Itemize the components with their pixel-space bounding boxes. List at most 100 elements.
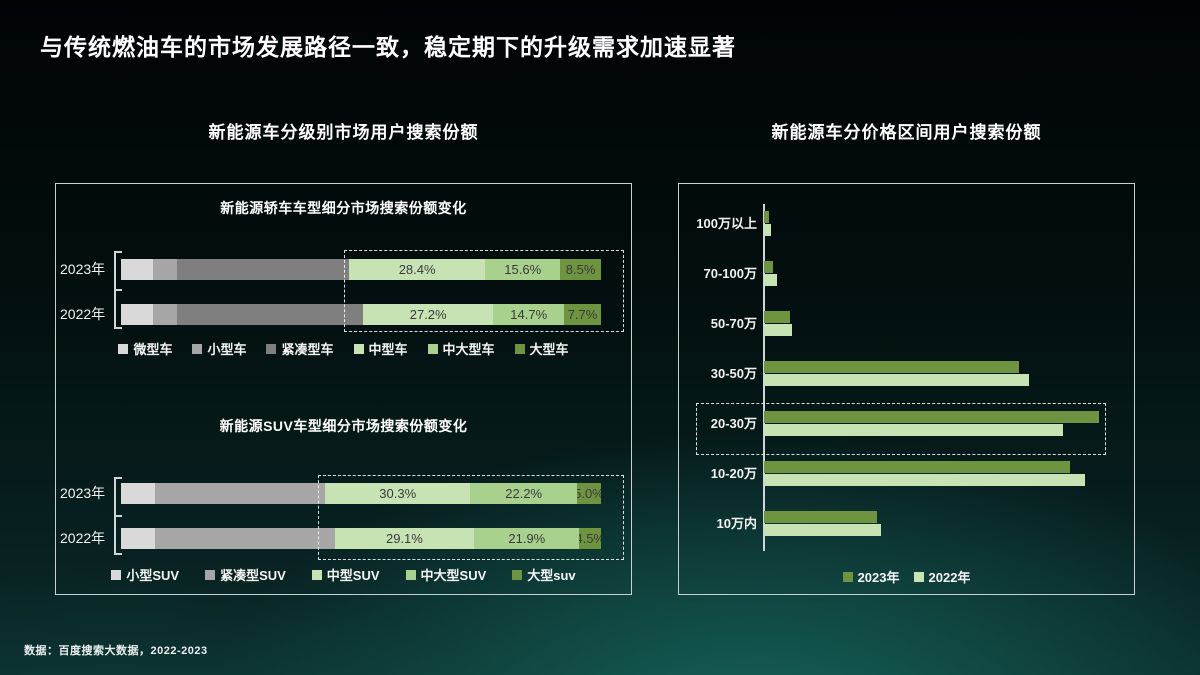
price-bar-2023年 (764, 461, 1070, 473)
legend-swatch (842, 571, 853, 582)
bar-segment-小型车 (153, 259, 178, 280)
legend-label: 中大型SUV (420, 568, 487, 583)
stacked-bar-row: 2023年 30.3%22.2%5.0% (56, 483, 631, 504)
price-category-label: 10万内 (716, 516, 757, 531)
stacked-bar-row: 2022年 27.2% 14.7% 7.7% (56, 304, 631, 325)
price-bar-2022年 (764, 524, 881, 536)
bar-row-label: 2022年 (60, 306, 106, 322)
bar-segment-中型SUV: 30.3% (324, 483, 471, 504)
legend-label: 大型suv (527, 568, 576, 583)
left-section-title: 新能源车分级别市场用户搜索份额 (208, 123, 479, 142)
legend-label: 紧凑型SUV (220, 568, 286, 583)
bar-segment-紧凑型SUV (154, 528, 335, 549)
bar-segment-中型车: 27.2% (362, 304, 494, 325)
suv-axis-bracket (114, 477, 123, 555)
price-category-label: 50-70万 (710, 316, 757, 331)
bar-segment-小型车 (153, 304, 178, 325)
legend-swatch (205, 569, 216, 580)
price-highlight-box (696, 403, 1106, 455)
price-bar-2022年 (764, 424, 1064, 436)
bar-row-label: 2023年 (60, 485, 106, 501)
suv-chart-title: 新能源SUV车型细分市场搜索份额变化 (219, 418, 468, 434)
legend-item-小型车: 小型车 (192, 339, 246, 358)
sedan-highlight-box (344, 250, 624, 332)
legend-label: 大型车 (529, 342, 569, 357)
legend-item-大型suv: 大型suv (512, 565, 576, 584)
bar-segment-中型车: 28.4% (348, 259, 486, 280)
legend-item-2022年: 2022年 (913, 567, 971, 586)
legend-swatch (514, 343, 525, 354)
bar-row-label: 2023年 (60, 261, 106, 277)
legend-item-紧凑型车: 紧凑型车 (266, 339, 334, 358)
bar-segment-紧凑型SUV (154, 483, 325, 504)
legend-item-2023年: 2023年 (842, 567, 900, 586)
legend-label: 小型车 (207, 342, 247, 357)
price-legend: 2023年 2022年 (679, 567, 1134, 586)
legend-item-中型车: 中型车 (353, 339, 408, 358)
price-bar-2022年 (764, 274, 777, 286)
bar-segment-紧凑型车 (177, 259, 349, 280)
sedan-chart-title: 新能源轿车车型细分市场搜索份额变化 (220, 200, 467, 216)
price-bar-2023年 (764, 361, 1020, 373)
bar-segment-小型SUV (121, 528, 155, 549)
bar-segment-中型SUV: 29.1% (334, 528, 475, 549)
price-bar-2022年 (764, 374, 1029, 386)
legend-swatch (311, 569, 322, 580)
class-share-panel: 新能源轿车车型细分市场搜索份额变化 2023年 28.4% 15.6% 8.5% 202… (55, 183, 632, 595)
legend-swatch (427, 343, 438, 354)
legend-item-大型车: 大型车 (514, 339, 569, 358)
price-bar-2023年 (764, 211, 770, 223)
legend-swatch (192, 343, 203, 354)
legend-swatch (913, 571, 924, 582)
price-share-panel: 100万以上 70-100万 50-70万 30-50万 20-30万 10-20万 10万… (678, 183, 1135, 595)
stacked-bar-row: 2023年 28.4% 15.6% 8.5% (56, 259, 631, 280)
bar-segment-大型车: 8.5% (560, 259, 601, 280)
legend-item-紧凑型SUV: 紧凑型SUV (205, 565, 286, 584)
legend-item-中大型车: 中大型车 (427, 339, 495, 358)
legend-swatch (266, 343, 277, 354)
price-bar-2023年 (764, 311, 791, 323)
price-bar-2023年 (764, 511, 878, 523)
legend-label: 2022年 (928, 570, 971, 585)
price-bar-2023年 (764, 411, 1099, 423)
price-bar-2023年 (764, 261, 774, 273)
legend-label: 小型SUV (126, 568, 180, 583)
legend-item-小型SUV: 小型SUV (111, 565, 179, 584)
price-bar-2022年 (764, 224, 772, 236)
suv-legend: 小型SUV 紧凑型SUV 中型SUV 中大型SUV 大型suv (56, 565, 631, 584)
price-category-label: 30-50万 (710, 366, 757, 381)
legend-label: 中大型车 (442, 342, 495, 357)
bar-segment-大型车: 7.7% (564, 304, 601, 325)
bar-segment-中大型SUV: 22.2% (470, 483, 577, 504)
price-bar-2022年 (764, 474, 1086, 486)
price-category-label: 10-20万 (710, 466, 757, 481)
bar-segment-中大型车: 14.7% (493, 304, 564, 325)
bar-segment-微型车 (121, 304, 154, 325)
stacked-bar: 29.1%21.9%4.5% (121, 528, 601, 549)
bar-segment-大型suv: 4.5% (579, 528, 601, 549)
bar-segment-大型suv: 5.0% (576, 483, 601, 504)
right-section-title: 新能源车分价格区间用户搜索份额 (771, 123, 1042, 142)
legend-label: 紧凑型车 (281, 342, 334, 357)
stacked-bar: 27.2% 14.7% 7.7% (121, 304, 601, 325)
bar-row-label: 2022年 (60, 530, 106, 546)
data-source: 数据：百度搜索大数据，2022-2023 (24, 645, 208, 657)
stacked-bar: 28.4% 15.6% 8.5% (121, 259, 601, 280)
legend-item-中型SUV: 中型SUV (311, 565, 380, 584)
bar-segment-紧凑型车 (177, 304, 363, 325)
bar-segment-微型车 (121, 259, 154, 280)
legend-label: 2023年 (857, 570, 900, 585)
price-category-label: 20-30万 (710, 416, 757, 431)
legend-label: 微型车 (133, 342, 173, 357)
legend-swatch (118, 343, 129, 354)
stacked-bar: 30.3%22.2%5.0% (121, 483, 601, 504)
legend-swatch (405, 569, 416, 580)
price-bar-2022年 (764, 324, 793, 336)
stacked-bar-row: 2022年 29.1%21.9%4.5% (56, 528, 631, 549)
legend-item-微型车: 微型车 (118, 339, 172, 358)
bar-segment-小型SUV (121, 483, 155, 504)
legend-label: 中型SUV (326, 568, 380, 583)
bar-segment-中大型SUV: 21.9% (474, 528, 580, 549)
suv-highlight-box (318, 475, 624, 560)
bar-segment-中大型车: 15.6% (485, 259, 561, 280)
